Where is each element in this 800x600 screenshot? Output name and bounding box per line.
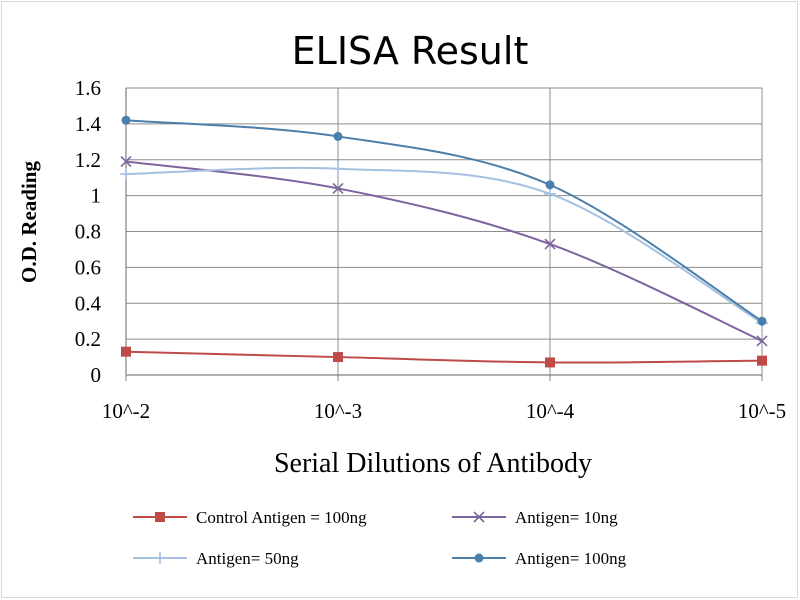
data-point [545, 357, 555, 368]
series-line [125, 350, 763, 364]
legend-marker [473, 511, 485, 523]
legend-label: Antigen= 10ng [515, 508, 618, 527]
y-axis-label: O.D. Reading [17, 161, 41, 283]
x-tick-label: 10^-2 [102, 399, 150, 423]
legend-item: Antigen= 10ng [452, 508, 618, 527]
x-tick-label: 10^-5 [738, 399, 786, 423]
grid [125, 87, 763, 381]
y-tick-label: 1.4 [75, 112, 102, 136]
data-point [333, 131, 343, 141]
data-point [121, 346, 131, 357]
data-point [332, 182, 344, 195]
x-axis-ticks: 10^-2 10^-3 10^-4 10^-5 [102, 399, 786, 423]
y-tick-label: 1.2 [75, 148, 101, 172]
legend-marker [154, 552, 166, 564]
data-point [544, 238, 556, 250]
data-point [333, 352, 343, 363]
chart-title: ELISA Result [292, 29, 529, 73]
data-point [757, 316, 767, 326]
legend-item: Control Antigen = 100ng [133, 508, 367, 527]
data-point [545, 180, 555, 190]
data-point [121, 115, 131, 125]
y-tick-label: 1 [91, 184, 102, 208]
data-point [544, 187, 556, 200]
legend-marker [474, 553, 484, 563]
legend-item: Antigen= 100ng [452, 549, 627, 568]
series-line [125, 160, 763, 342]
legend-label: Antigen= 50ng [196, 549, 299, 568]
data-point [756, 335, 768, 347]
legend-marker [155, 512, 165, 522]
y-tick-label: 0.6 [75, 255, 101, 279]
y-tick-label: 0 [91, 363, 102, 387]
x-axis-label: Serial Dilutions of Antibody [274, 448, 592, 479]
x-tick-label: 10^-3 [314, 399, 362, 423]
y-axis-ticks: 0 0.2 0.4 0.6 0.8 1 1.2 1.4 1.6 [75, 76, 102, 387]
y-tick-label: 0.4 [75, 291, 102, 315]
data-point [757, 355, 767, 366]
legend-label: Control Antigen = 100ng [196, 508, 367, 527]
legend-label: Antigen= 100ng [515, 549, 627, 568]
series-group [120, 115, 768, 368]
data-point [332, 162, 344, 175]
x-tick-label: 10^-4 [526, 399, 575, 423]
series-4 [121, 115, 767, 326]
data-point [120, 155, 132, 168]
series-line [125, 166, 763, 324]
legend-item: Antigen= 50ng [133, 549, 299, 568]
y-tick-label: 0.8 [75, 220, 101, 244]
series-1 [121, 346, 767, 368]
legend: Control Antigen = 100ng Antigen= 10ng Anti… [133, 508, 627, 568]
series-3 [120, 162, 768, 329]
y-tick-label: 0.2 [75, 327, 101, 351]
series-2 [120, 155, 768, 347]
y-tick-label: 1.6 [75, 76, 101, 100]
data-point [120, 168, 132, 181]
series-line [125, 119, 763, 323]
